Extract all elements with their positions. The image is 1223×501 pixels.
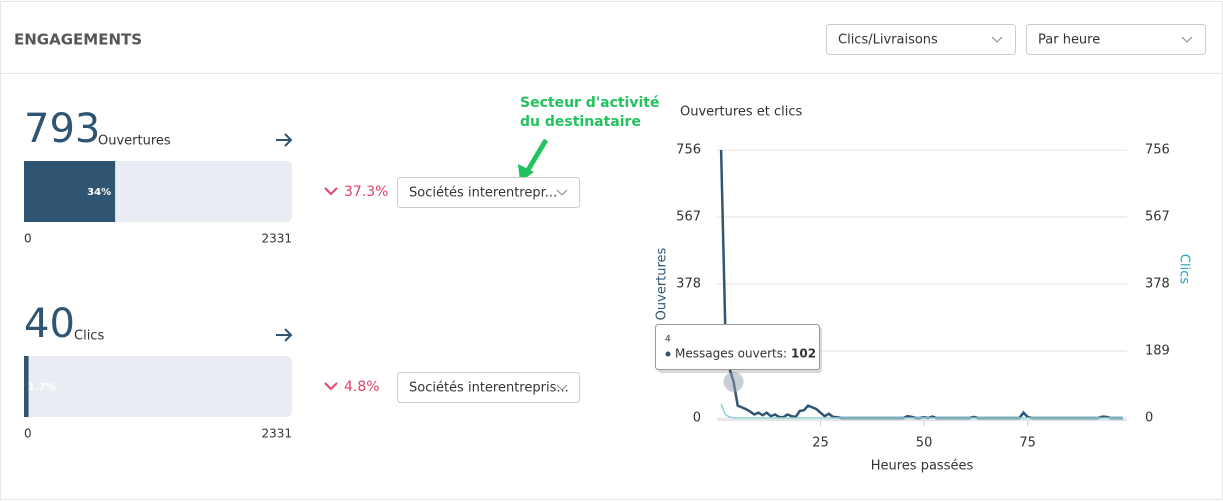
progress-label: 1.7% bbox=[28, 382, 56, 393]
header-title: ENGAGEMENTS bbox=[14, 31, 142, 49]
progress-label: 34% bbox=[87, 187, 111, 198]
y2-tick-label: 567 bbox=[1145, 210, 1170, 225]
tooltip bbox=[655, 324, 820, 370]
metric-label: Clics bbox=[74, 329, 104, 344]
change-value: 4.8% bbox=[344, 379, 380, 395]
dropdown-text[interactable]: Par heure bbox=[1038, 33, 1100, 48]
metric-value: 793 bbox=[24, 106, 100, 152]
chart-title: Ouvertures et clics bbox=[680, 105, 803, 120]
chevron bbox=[1181, 36, 1193, 43]
dropdown[interactable]: Clics/Livraisons bbox=[826, 24, 1016, 55]
dropdown-box[interactable] bbox=[1026, 24, 1206, 55]
tooltip-dot bbox=[665, 351, 671, 357]
y-tick-label: 378 bbox=[676, 277, 701, 292]
dropdown-text[interactable]: Clics/Livraisons bbox=[838, 33, 938, 48]
change-value: 37.3% bbox=[344, 184, 388, 200]
dropdown-box[interactable] bbox=[397, 372, 580, 403]
metric-label: Ouvertures bbox=[98, 134, 171, 149]
scale-max: 2331 bbox=[261, 427, 292, 441]
change-icon bbox=[324, 382, 338, 391]
y2-tick-label: 756 bbox=[1145, 143, 1170, 158]
series-line bbox=[720, 403, 1123, 419]
progress-fill bbox=[24, 161, 116, 222]
y-axis-title: Ouvertures bbox=[655, 247, 670, 320]
y2-axis-title: Clics bbox=[1177, 254, 1192, 284]
x-tick-label: 25 bbox=[812, 436, 829, 451]
y-tick-label: 756 bbox=[676, 143, 701, 158]
tooltip-x: 4 bbox=[665, 335, 671, 345]
y2-tick-label: 0 bbox=[1145, 411, 1153, 426]
y-tick-label: 567 bbox=[676, 210, 701, 225]
chevron bbox=[556, 384, 568, 391]
change-icon bbox=[324, 187, 338, 196]
dropdown-text[interactable]: Sociétés interentrepr... bbox=[409, 186, 557, 201]
annotation: du destinataire bbox=[520, 114, 641, 130]
tooltip-label: Messages ouverts: bbox=[675, 347, 787, 361]
dropdown-text[interactable]: Sociétés interentrepris... bbox=[409, 381, 569, 396]
dropdown-box[interactable] bbox=[397, 177, 580, 208]
x-tick-label: 50 bbox=[916, 436, 933, 451]
annotation-arrow bbox=[525, 138, 549, 172]
x-tick-label: 75 bbox=[1019, 436, 1036, 451]
tooltip-value: 102 bbox=[791, 347, 816, 361]
dropdown-box[interactable] bbox=[826, 24, 1016, 55]
y2-tick-label: 378 bbox=[1145, 277, 1170, 292]
y-tick-label: 0 bbox=[693, 411, 701, 426]
arrow-link[interactable] bbox=[276, 328, 293, 342]
dropdown[interactable]: Par heure bbox=[1026, 24, 1206, 55]
metric-value: 40 bbox=[24, 301, 75, 347]
arrow-link[interactable] bbox=[276, 133, 293, 147]
annotation: Secteur d'activité bbox=[520, 95, 659, 111]
scale-min: 0 bbox=[24, 232, 32, 246]
progress-track bbox=[24, 356, 292, 417]
x-axis-title: Heures passées bbox=[871, 459, 974, 474]
progress-fill bbox=[24, 356, 29, 417]
scale-max: 2331 bbox=[261, 232, 292, 246]
chevron bbox=[556, 189, 568, 196]
scale-min: 0 bbox=[24, 427, 32, 441]
hover-point bbox=[723, 371, 744, 392]
chevron bbox=[991, 36, 1003, 43]
y2-tick-label: 189 bbox=[1145, 344, 1170, 359]
